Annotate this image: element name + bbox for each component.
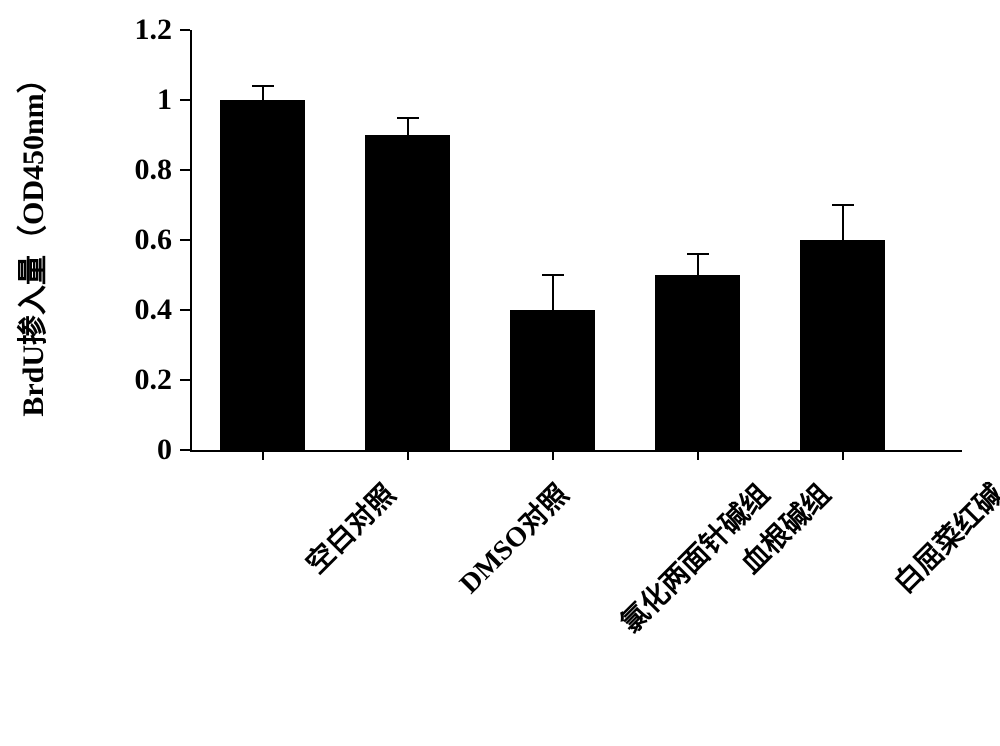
- x-category-label: 空白对照: [295, 474, 402, 581]
- error-bar-cap: [687, 253, 709, 255]
- x-tick-mark: [552, 450, 554, 460]
- bar: [800, 240, 885, 450]
- y-tick-mark: [180, 239, 190, 241]
- error-bar-cap: [397, 117, 419, 119]
- y-tick-mark: [180, 379, 190, 381]
- x-category-label: DMSO对照: [449, 474, 576, 601]
- bar: [365, 135, 450, 450]
- x-tick-mark: [697, 450, 699, 460]
- y-tick-label: 1.2: [100, 13, 172, 47]
- y-axis-title: BrdU掺入量（OD450nm）: [8, 63, 52, 416]
- error-bar-line: [407, 118, 409, 136]
- error-bar-cap: [542, 274, 564, 276]
- y-tick-label: 0.4: [100, 293, 172, 327]
- x-tick-mark: [407, 450, 409, 460]
- y-tick-mark: [180, 309, 190, 311]
- y-tick-mark: [180, 29, 190, 31]
- error-bar-line: [262, 86, 264, 100]
- y-tick-label: 0.8: [100, 153, 172, 187]
- y-tick-label: 0: [100, 433, 172, 467]
- bar: [655, 275, 740, 450]
- y-tick-mark: [180, 449, 190, 451]
- error-bar-cap: [252, 85, 274, 87]
- error-bar-line: [842, 205, 844, 240]
- chart-container: BrdU掺入量（OD450nm） 0 0.2 0.4 0.6 0.8 1 1.2 空白对照 D…: [0, 0, 1000, 746]
- x-category-label: 白屈菜红碱: [884, 474, 1000, 601]
- y-tick-mark: [180, 99, 190, 101]
- bar: [510, 310, 595, 450]
- bar: [220, 100, 305, 450]
- x-tick-mark: [842, 450, 844, 460]
- y-tick-label: 0.2: [100, 363, 172, 397]
- y-tick-mark: [180, 169, 190, 171]
- y-tick-label: 0.6: [100, 223, 172, 257]
- x-tick-mark: [262, 450, 264, 460]
- y-tick-label: 1: [100, 83, 172, 117]
- error-bar-cap: [832, 204, 854, 206]
- error-bar-line: [552, 275, 554, 310]
- error-bar-line: [697, 254, 699, 275]
